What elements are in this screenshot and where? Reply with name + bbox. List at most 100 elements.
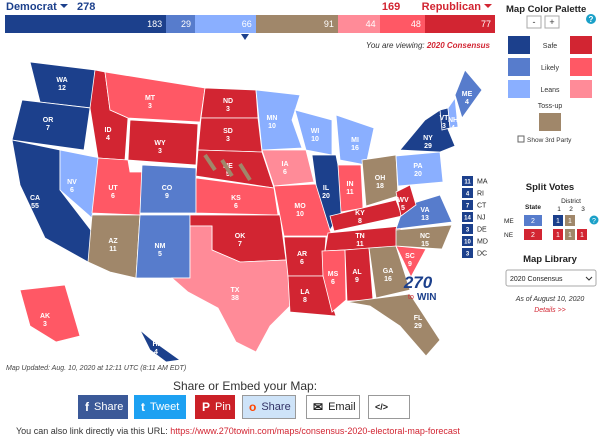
small-state[interactable] [462, 236, 473, 246]
state-abbr: VA [420, 207, 429, 214]
state-ev: 3 [43, 321, 47, 328]
help-icon[interactable] [586, 14, 596, 24]
rep-swatch[interactable] [570, 58, 592, 76]
state-label: OH 18 [375, 175, 386, 190]
split-state: NE [504, 232, 514, 239]
dem-header[interactable]: Democrat 278 [6, 1, 95, 13]
rep-swatch[interactable] [570, 36, 592, 54]
state[interactable] [395, 224, 453, 250]
state-label: KY 8 [355, 210, 365, 225]
checkbox[interactable] [517, 135, 525, 143]
rep-header[interactable]: 169 Republican [382, 1, 492, 13]
state[interactable] [395, 151, 444, 187]
state-ev: 5 [401, 205, 405, 212]
state[interactable] [368, 245, 411, 299]
small-state[interactable] [462, 176, 473, 186]
small-state-abbr: DE [477, 227, 487, 234]
state[interactable] [197, 117, 263, 153]
state-abbr: CA [30, 195, 40, 202]
state[interactable] [321, 249, 347, 313]
url-line: You can also link directly via this URL:… [16, 426, 460, 436]
state[interactable] [19, 284, 81, 343]
state[interactable] [287, 275, 337, 317]
share-button[interactable]: t Tweet [134, 395, 186, 419]
state[interactable] [170, 225, 297, 353]
small-state[interactable] [462, 248, 473, 258]
state-label: AK 3 [40, 313, 50, 328]
state-ev: 16 [384, 276, 392, 283]
share-button[interactable]: o Share [242, 395, 296, 419]
dem-label[interactable]: Democrat [6, 1, 57, 13]
split-cell[interactable] [565, 215, 575, 226]
state-label: NC 15 [420, 233, 430, 248]
state[interactable] [395, 194, 453, 230]
zoom-label: - [533, 17, 536, 27]
state-label: MS 6 [328, 271, 339, 286]
dem-swatch[interactable] [508, 80, 530, 98]
small-state[interactable] [462, 200, 473, 210]
viewing-name[interactable]: 2020 Consensus [426, 41, 490, 50]
state-label: CO 9 [162, 185, 173, 200]
state-label: NH 4 [448, 117, 458, 132]
library-select[interactable] [505, 269, 597, 287]
zoom-button[interactable] [526, 15, 542, 29]
dem-swatch[interactable] [508, 58, 530, 76]
rep-swatch[interactable] [570, 80, 592, 98]
split-help[interactable] [589, 215, 599, 225]
url-link[interactable]: https://www.270towin.com/maps/consensus-… [170, 426, 460, 436]
split-cell[interactable] [553, 215, 563, 226]
split-cell[interactable] [524, 229, 542, 240]
state-ev: 3 [148, 103, 152, 110]
dem-swatch[interactable] [508, 36, 530, 54]
viewing: You are viewing: 2020 Consensus [366, 41, 490, 50]
state-abbr: IA [282, 161, 289, 168]
zoom-button[interactable] [544, 15, 560, 29]
share-button[interactable]: </> [368, 395, 410, 419]
details-link[interactable]: Details >> [534, 307, 566, 314]
state-label: OK 7 [235, 233, 246, 248]
state[interactable] [139, 329, 182, 363]
state-ev: 11 [109, 246, 117, 253]
split-cell[interactable] [565, 229, 575, 240]
share-button[interactable]: f Share [78, 395, 128, 419]
state[interactable] [261, 149, 315, 187]
state[interactable] [395, 184, 417, 217]
state-ev: 4 [451, 125, 455, 132]
state[interactable] [447, 96, 459, 129]
share-icon: </> [375, 402, 389, 412]
split-cell[interactable] [524, 215, 542, 226]
state[interactable] [11, 99, 91, 151]
state[interactable] [395, 245, 427, 278]
ev-segment: 66 [195, 15, 256, 33]
state[interactable] [87, 214, 141, 279]
state-abbr: KY [355, 210, 365, 217]
state-ev: 9 [408, 261, 412, 268]
state-abbr: OR [43, 117, 54, 124]
split-cell[interactable] [577, 229, 587, 240]
state[interactable] [104, 71, 206, 123]
small-state[interactable] [462, 188, 473, 198]
share-button[interactable]: ✉ Email [306, 395, 360, 419]
state[interactable] [454, 69, 483, 119]
state-abbr: LA [300, 289, 309, 296]
state[interactable] [346, 293, 441, 357]
split-cell[interactable] [553, 229, 563, 240]
state-label: IA 6 [282, 161, 289, 176]
split-value: 2 [531, 218, 535, 225]
share-button[interactable]: P Pin [195, 395, 235, 419]
state-abbr: NC [420, 233, 430, 240]
small-state-abbr: NJ [477, 215, 486, 222]
rep-label[interactable]: Republican [421, 1, 481, 13]
state-abbr: IL [323, 185, 330, 192]
tossup-label: Toss-up [538, 103, 563, 110]
tossup-swatch[interactable] [539, 113, 561, 131]
state[interactable] [255, 89, 303, 151]
state-abbr: NV [67, 179, 77, 186]
small-state[interactable] [462, 224, 473, 234]
state[interactable] [127, 119, 199, 166]
state-abbr: AR [297, 251, 307, 258]
small-state[interactable] [462, 212, 473, 222]
select-caret [585, 276, 593, 281]
